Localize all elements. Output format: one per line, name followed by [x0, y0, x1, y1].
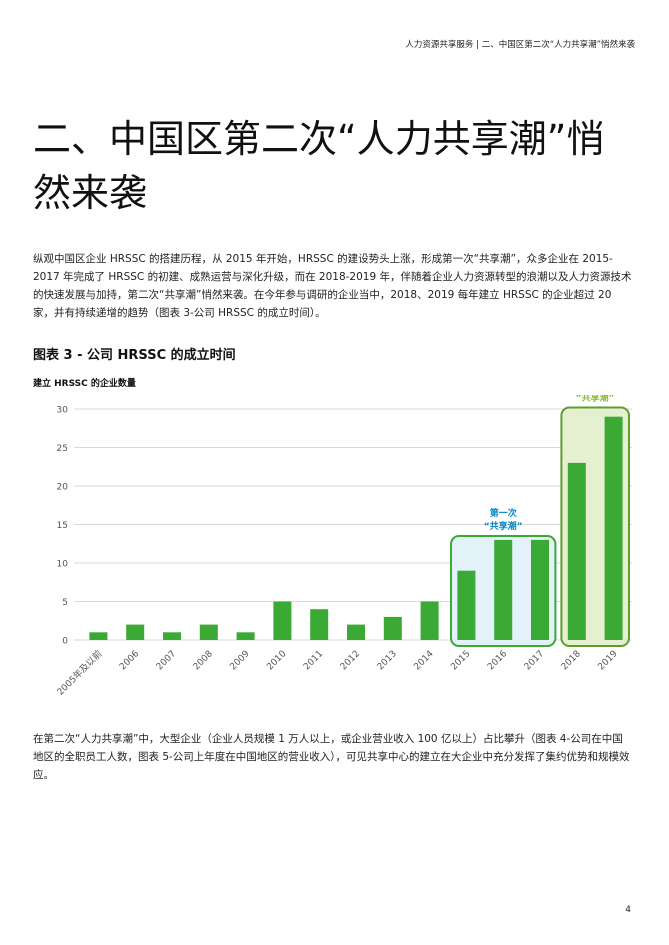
y-tick-label: 30 [57, 406, 69, 416]
x-tick-label: 2011 [302, 649, 325, 672]
x-tick-label: 2009 [228, 649, 251, 672]
x-tick-label: 2019 [596, 649, 619, 672]
running-header: 人力资源共享服务 | 二、中国区第二次“人力共享潮”悄然来袭 [405, 40, 635, 50]
bar [126, 624, 145, 640]
bar [383, 616, 402, 640]
x-tick-label: 2018 [560, 649, 583, 672]
y-tick-label: 5 [62, 598, 68, 608]
bar [420, 601, 439, 640]
x-tick-label: 2008 [192, 649, 215, 672]
bar [531, 539, 549, 640]
y-tick-label: 10 [57, 560, 69, 570]
x-tick-label: 2015 [449, 649, 472, 672]
annotation-label: “共享潮” [576, 395, 615, 403]
page-title: 二、中国区第二次“人力共享潮”悄然来袭 [33, 117, 605, 215]
bar [199, 624, 218, 640]
page-number: 4 [625, 905, 631, 915]
body-paragraph: 在第二次“人力共享潮”中，大型企业（企业人员规模 1 万人以上，或企业营业收入 … [33, 733, 630, 781]
bar [457, 570, 476, 640]
x-tick-label: 2007 [155, 649, 178, 672]
x-tick-label: 2017 [523, 649, 546, 672]
bar [494, 539, 513, 640]
bar [310, 609, 329, 640]
figure-subtitle: 建立 HRSSC 的企业数量 [33, 379, 136, 389]
x-tick-label: 2005年及以前 [54, 648, 104, 698]
x-tick-label: 2010 [265, 649, 288, 672]
x-tick-label: 2014 [412, 649, 435, 672]
annotation-label: “共享潮” [484, 520, 523, 532]
bar [604, 416, 623, 640]
bar [163, 632, 181, 640]
y-tick-label: 15 [57, 521, 68, 531]
annotation-label: 第一次 [490, 507, 517, 519]
bar [347, 624, 365, 640]
bar [89, 632, 108, 640]
intro-paragraph: 纵观中国区企业 HRSSC 的搭建历程，从 2015 年开始，HRSSC 的建设… [33, 253, 632, 319]
y-tick-label: 0 [62, 637, 68, 647]
y-tick-label: 20 [57, 483, 69, 493]
bar [567, 462, 586, 640]
x-tick-label: 2012 [339, 649, 362, 672]
x-tick-label: 2013 [376, 649, 399, 672]
x-tick-label: 2006 [118, 649, 141, 672]
bar-chart: 051015202530第一次“共享潮”第二次“共享潮”2005年及以前2006… [54, 395, 632, 698]
bar [236, 632, 255, 640]
bar [273, 601, 292, 640]
x-tick-label: 2016 [486, 649, 509, 672]
figure-title: 图表 3 - 公司 HRSSC 的成立时间 [33, 348, 236, 363]
y-tick-label: 25 [57, 444, 68, 454]
